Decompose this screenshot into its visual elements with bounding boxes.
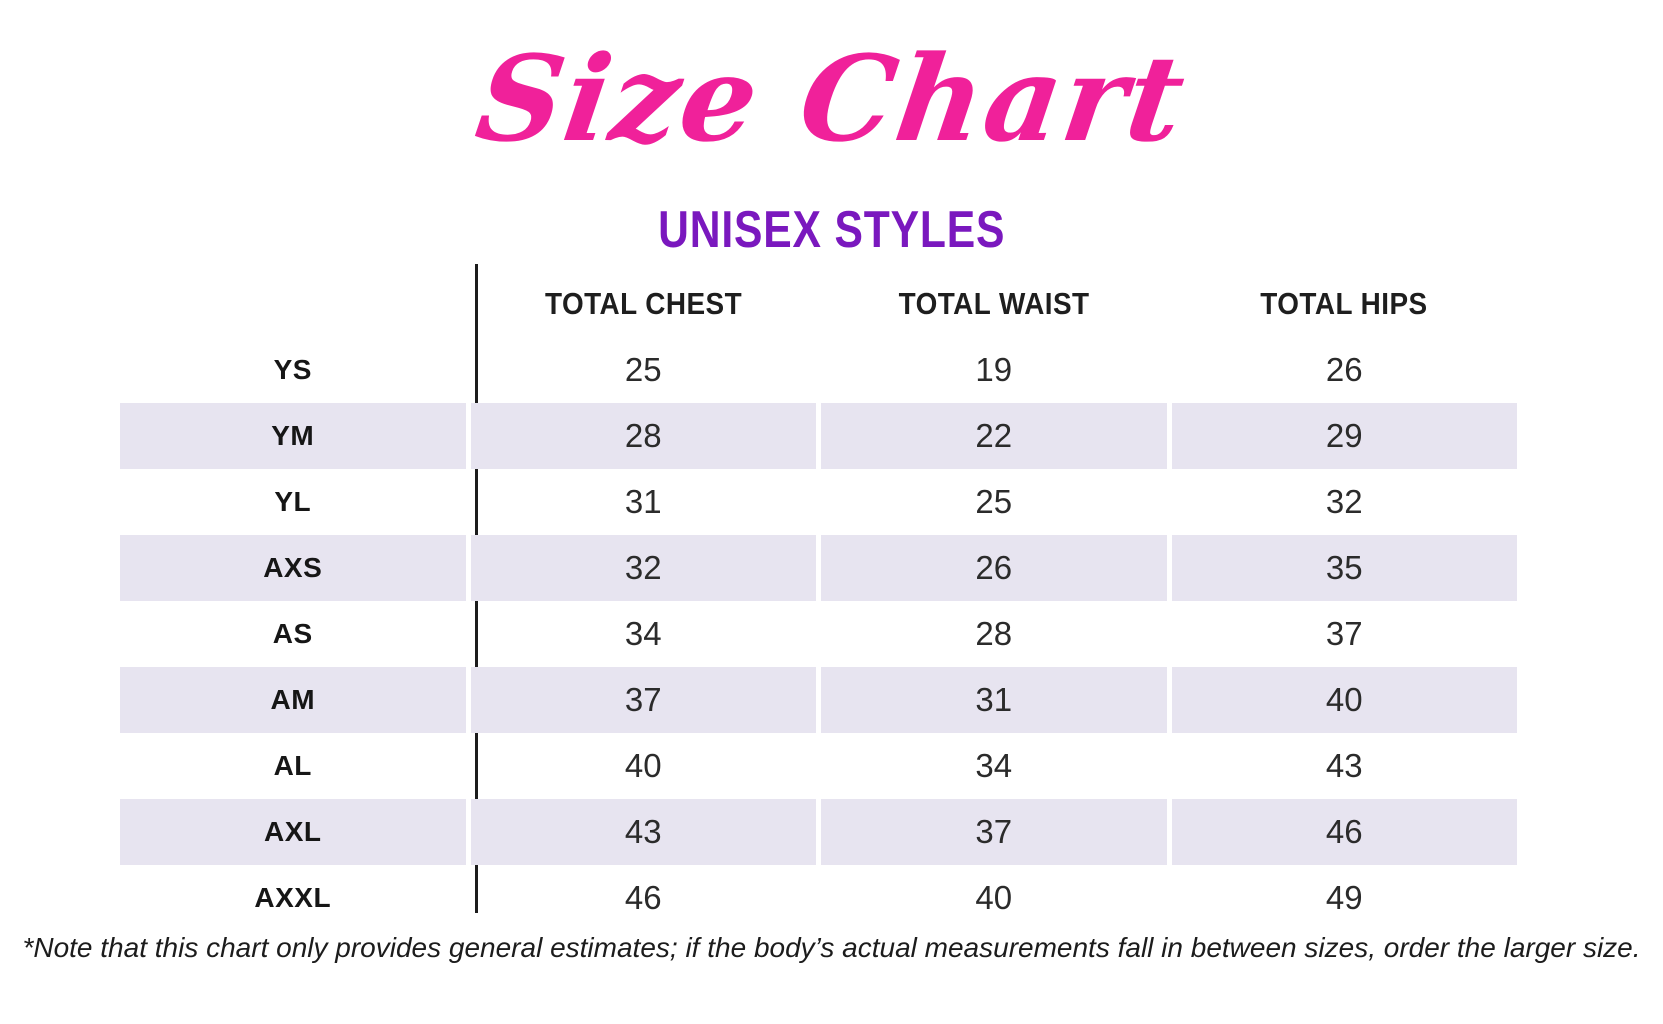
- header-label-total-chest: TOTAL CHEST: [544, 286, 742, 321]
- cell-total-chest: 40: [471, 733, 817, 799]
- size-label: AXXL: [254, 882, 332, 913]
- total-chest-value: 43: [624, 813, 662, 850]
- cell-total-waist: 22: [821, 403, 1167, 469]
- cell-total-hips: 43: [1172, 733, 1518, 799]
- cell-size: AM: [120, 667, 466, 733]
- table-row: AXXL 46 40 49: [120, 865, 1517, 931]
- cell-size: YS: [120, 337, 466, 403]
- cell-size: AXL: [120, 799, 466, 865]
- cell-size: AL: [120, 733, 466, 799]
- size-label: YL: [274, 486, 312, 517]
- total-chest-value: 46: [624, 879, 662, 916]
- total-waist-value: 37: [975, 813, 1013, 850]
- cell-total-hips: 37: [1172, 601, 1518, 667]
- cell-total-hips: 35: [1171, 535, 1517, 601]
- cell-total-hips: 26: [1172, 337, 1518, 403]
- total-chest-value: 32: [624, 549, 662, 586]
- table-row: AL 40 34 43: [120, 733, 1517, 799]
- table-row: AS 34 28 37: [120, 601, 1517, 667]
- size-label: YS: [273, 354, 312, 385]
- table-row: AXS 32 26 35: [120, 535, 1517, 601]
- cell-size: YL: [120, 469, 466, 535]
- total-chest-value: 31: [624, 483, 662, 520]
- cell-total-waist: 26: [821, 535, 1167, 601]
- total-hips-value: 46: [1325, 813, 1363, 850]
- size-label: AS: [272, 618, 313, 649]
- header-label-total-hips: TOTAL HIPS: [1260, 286, 1428, 321]
- cell-total-hips: 32: [1172, 469, 1518, 535]
- cell-total-waist: 25: [821, 469, 1167, 535]
- size-label: AL: [273, 750, 312, 781]
- cell-total-chest: 34: [471, 601, 817, 667]
- cell-total-chest: 25: [471, 337, 817, 403]
- table-row: YM 28 22 29: [120, 403, 1517, 469]
- cell-total-hips: 40: [1171, 667, 1517, 733]
- size-label: YM: [271, 420, 315, 451]
- total-waist-value: 22: [975, 417, 1013, 454]
- total-waist-value: 40: [975, 879, 1013, 916]
- total-waist-value: 26: [975, 549, 1013, 586]
- total-hips-value: 37: [1325, 615, 1363, 652]
- header-label-total-waist: TOTAL WAIST: [898, 286, 1090, 321]
- total-chest-value: 25: [624, 351, 662, 388]
- total-waist-value: 19: [975, 351, 1013, 388]
- size-label: AXS: [263, 552, 323, 583]
- table-row: AM 37 31 40: [120, 667, 1517, 733]
- cell-total-waist: 31: [821, 667, 1167, 733]
- cell-total-chest: 31: [471, 469, 817, 535]
- total-chest-value: 28: [624, 417, 662, 454]
- size-label: AXL: [264, 816, 322, 847]
- cell-total-waist: 19: [821, 337, 1167, 403]
- cell-total-chest: 37: [470, 667, 816, 733]
- cell-total-waist: 40: [821, 865, 1167, 931]
- total-chest-value: 40: [624, 747, 662, 784]
- header-cell-size: [120, 271, 466, 337]
- cell-total-chest: 46: [471, 865, 817, 931]
- header-cell-total-waist: TOTAL WAIST: [821, 271, 1167, 337]
- total-hips-value: 49: [1325, 879, 1363, 916]
- page-title: Size Chart: [468, 29, 1195, 168]
- total-hips-value: 29: [1325, 417, 1363, 454]
- cell-total-chest: 43: [470, 799, 816, 865]
- table-header-row: TOTAL CHEST TOTAL WAIST TOTAL HIPS: [120, 271, 1517, 337]
- cell-size: AXXL: [120, 865, 466, 931]
- size-label: AM: [270, 684, 316, 715]
- size-table: TOTAL CHEST TOTAL WAIST TOTAL HIPS YS 25: [120, 271, 1517, 931]
- total-chest-value: 37: [624, 681, 662, 718]
- cell-total-waist: 34: [821, 733, 1167, 799]
- cell-size: YM: [120, 403, 466, 469]
- total-chest-value: 34: [624, 615, 662, 652]
- table-row: YS 25 19 26: [120, 337, 1517, 403]
- total-hips-value: 35: [1325, 549, 1363, 586]
- cell-total-waist: 28: [821, 601, 1167, 667]
- cell-size: AS: [120, 601, 466, 667]
- header-cell-total-chest: TOTAL CHEST: [471, 271, 817, 337]
- header-cell-total-hips: TOTAL HIPS: [1172, 271, 1518, 337]
- table-body: YS 25 19 26 YM: [120, 337, 1517, 931]
- cell-total-hips: 49: [1172, 865, 1518, 931]
- footnote: *Note that this chart only provides gene…: [22, 932, 1641, 963]
- page-subtitle: UNISEX STYLES: [657, 201, 1006, 259]
- cell-total-chest: 28: [470, 403, 816, 469]
- total-hips-value: 26: [1325, 351, 1363, 388]
- total-waist-value: 34: [975, 747, 1013, 784]
- total-hips-value: 43: [1325, 747, 1363, 784]
- total-hips-value: 32: [1325, 483, 1363, 520]
- total-waist-value: 28: [975, 615, 1013, 652]
- total-hips-value: 40: [1325, 681, 1363, 718]
- cell-total-hips: 29: [1171, 403, 1517, 469]
- total-waist-value: 31: [975, 681, 1013, 718]
- table-row: AXL 43 37 46: [120, 799, 1517, 865]
- cell-total-hips: 46: [1171, 799, 1517, 865]
- cell-total-waist: 37: [821, 799, 1167, 865]
- page-subtitle-wrap: UNISEX STYLES: [0, 200, 1663, 260]
- cell-total-chest: 32: [470, 535, 816, 601]
- total-waist-value: 25: [975, 483, 1013, 520]
- cell-size: AXS: [120, 535, 466, 601]
- table-row: YL 31 25 32: [120, 469, 1517, 535]
